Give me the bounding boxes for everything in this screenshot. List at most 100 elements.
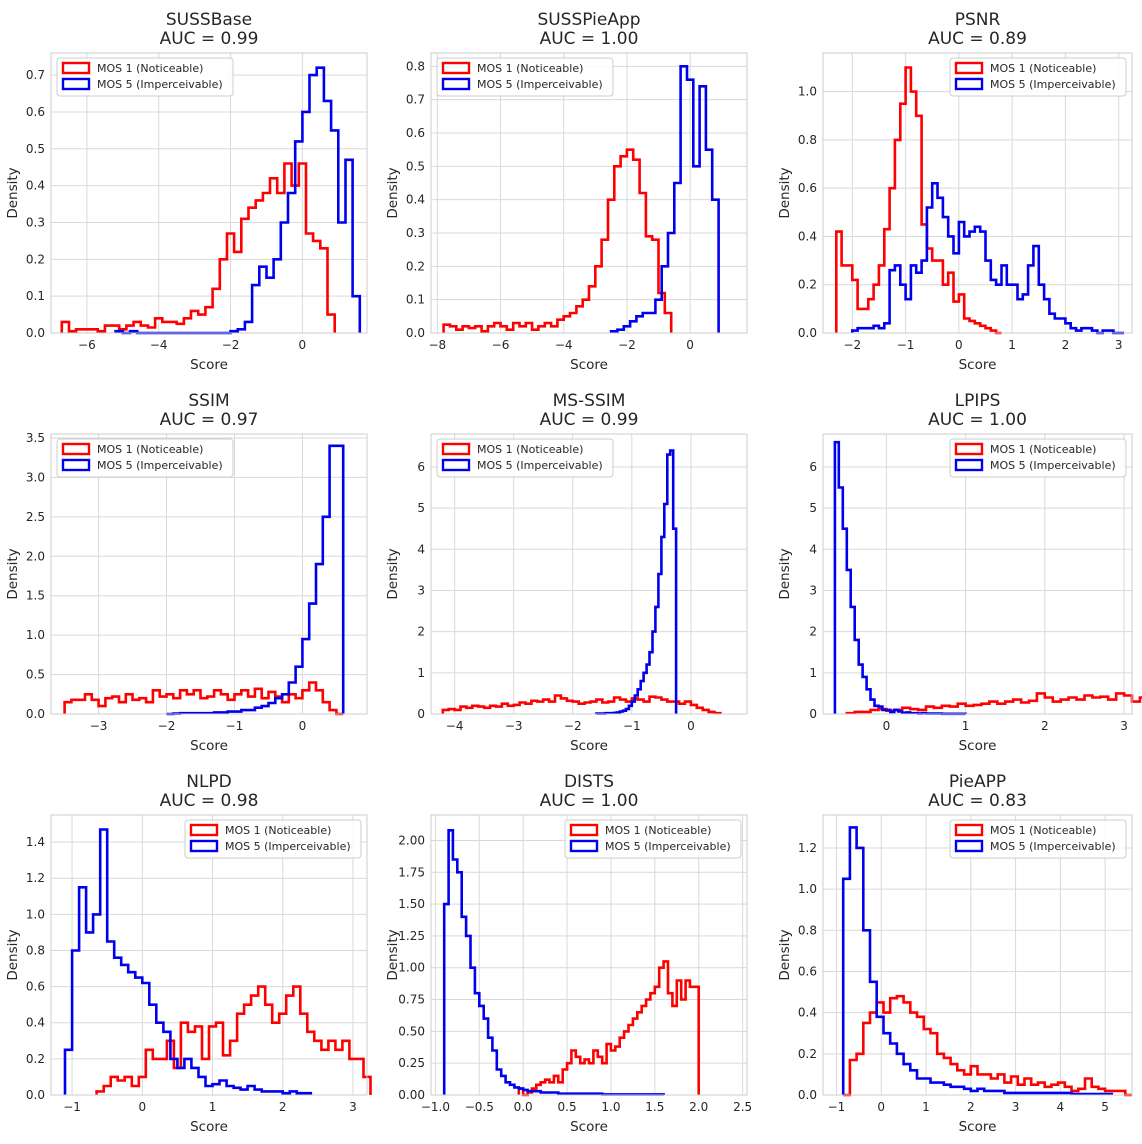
x-axis-label: Score	[959, 738, 997, 754]
y-tick-label: 0.0	[798, 1088, 817, 1102]
chart-panel-dists: −1.0 −0.5 0.0 0.5 1.0 1.5 2.0 2.5 0.00 0.25 0.50 0.…	[385, 772, 752, 1135]
legend-label-mos5: MOS 5 (Imperceivable)	[477, 459, 603, 472]
legend-label-mos5: MOS 5 (Imperceivable)	[990, 840, 1116, 853]
plot-area	[431, 434, 747, 714]
x-tick-label: 0	[299, 719, 307, 733]
y-tick-label: 1.25	[398, 929, 425, 943]
histogram-series-mos1	[845, 692, 1142, 715]
histogram-series-mos1	[442, 148, 673, 333]
legend-label-mos5: MOS 5 (Imperceivable)	[990, 459, 1116, 472]
chart-subtitle: AUC = 0.99	[160, 29, 259, 49]
x-tick-label: 3	[349, 1100, 357, 1114]
x-tick-label: −2	[843, 338, 861, 352]
legend-label-mos1: MOS 1 (Noticeable)	[97, 443, 203, 456]
chart-subtitle: AUC = 1.00	[540, 29, 639, 49]
legend-label-mos5: MOS 5 (Imperceivable)	[97, 78, 223, 91]
legend: MOS 1 (Noticeable) MOS 5 (Imperceivable)	[949, 819, 1127, 859]
x-tick-label: 5	[1101, 1100, 1109, 1114]
x-tick-label: 3	[1012, 1100, 1020, 1114]
y-axis-label: Density	[5, 548, 21, 599]
chart-subtitle: AUC = 0.99	[540, 410, 639, 430]
legend: MOS 1 (Noticeable) MOS 5 (Imperceivable)	[436, 57, 614, 97]
chart-title: DISTS	[564, 772, 614, 792]
y-tick-label: 0.2	[26, 252, 45, 266]
y-tick-label: 1.00	[398, 961, 425, 975]
x-tick-label: −2	[564, 719, 582, 733]
legend-box	[949, 57, 1127, 97]
legend-swatch-mos5	[441, 77, 471, 91]
x-tick-label: −1	[63, 1100, 81, 1114]
legend-box	[436, 438, 614, 478]
y-tick-label: 0.5	[406, 159, 425, 173]
y-tick-label: 0.25	[398, 1056, 425, 1070]
plot-area	[823, 815, 1132, 1095]
x-tick-label: 2.0	[689, 1100, 708, 1114]
y-tick-label: 0.7	[26, 68, 45, 82]
chart-title: PSNR	[955, 10, 1001, 30]
chart-title: PieAPP	[949, 772, 1006, 792]
x-tick-label: 1.0	[601, 1100, 620, 1114]
y-tick-label: 3.5	[26, 431, 45, 445]
x-axis-label: Score	[570, 1119, 608, 1135]
y-tick-label: 1.0	[798, 85, 817, 99]
plot-frame	[822, 433, 1133, 715]
y-tick-label: 0.4	[26, 1016, 45, 1030]
x-tick-label: 0	[883, 719, 891, 733]
y-tick-label: 0.8	[406, 59, 425, 73]
x-tick-label: −6	[78, 338, 96, 352]
y-axis-label: Density	[385, 167, 401, 218]
plot-area	[823, 434, 1132, 714]
y-axis-label: Density	[777, 167, 793, 218]
plot-frame	[430, 52, 748, 334]
x-tick-label: −1	[623, 719, 641, 733]
legend-swatch-mos5	[569, 839, 599, 853]
histogram-series-mos5	[166, 444, 345, 716]
legend-swatch-mos1	[441, 442, 471, 456]
plot-frame	[50, 52, 368, 334]
chart-title: SUSSPieApp	[537, 10, 640, 30]
y-tick-label: 1	[417, 666, 425, 680]
chart-title: SSIM	[188, 391, 229, 411]
legend-label-mos1: MOS 1 (Noticeable)	[225, 824, 331, 837]
legend: MOS 1 (Noticeable) MOS 5 (Imperceivable)	[564, 819, 742, 859]
legend-label-mos1: MOS 1 (Noticeable)	[990, 62, 1096, 75]
y-tick-label: 6	[417, 460, 425, 474]
y-tick-label: 0.0	[26, 707, 45, 721]
plot-area	[51, 53, 367, 333]
y-tick-label: 2.00	[398, 833, 425, 847]
y-tick-label: 6	[809, 460, 817, 474]
y-tick-label: 1.0	[26, 628, 45, 642]
legend-label-mos1: MOS 1 (Noticeable)	[605, 824, 711, 837]
x-tick-label: 0	[686, 338, 694, 352]
x-tick-label: −0.5	[465, 1100, 494, 1114]
legend-box	[184, 819, 362, 859]
chart-panel-sussbase: −6 −4 −2 0 0.0 0.1 0.2 0.3 0.4 0.5 0.6 0.7 SUSSBaseA…	[5, 10, 368, 373]
y-tick-label: 0.6	[26, 980, 45, 994]
x-axis-label: Score	[190, 738, 228, 754]
histogram-series-mos5	[595, 449, 678, 715]
x-tick-label: 0	[877, 1100, 885, 1114]
chart-title: SUSSBase	[166, 10, 252, 30]
y-tick-label: 0.8	[26, 943, 45, 957]
x-tick-label: 2	[279, 1100, 287, 1114]
x-axis-label: Score	[570, 357, 608, 373]
x-axis-label: Score	[190, 357, 228, 373]
y-tick-label: 0	[809, 707, 817, 721]
y-tick-label: 1.0	[26, 907, 45, 921]
plot-frame	[50, 814, 368, 1096]
y-tick-label: 0.2	[26, 1052, 45, 1066]
legend: MOS 1 (Noticeable) MOS 5 (Imperceivable)	[949, 438, 1127, 478]
y-tick-label: 0.4	[798, 1006, 817, 1020]
x-tick-label: 3	[1120, 719, 1128, 733]
histogram-series-mos1	[60, 162, 336, 333]
y-tick-label: 0.2	[798, 1047, 817, 1061]
legend-label-mos1: MOS 1 (Noticeable)	[97, 62, 203, 75]
chart-subtitle: AUC = 0.89	[928, 29, 1027, 49]
x-axis-label: Score	[570, 738, 608, 754]
histogram-series-mos1	[95, 985, 372, 1095]
x-tick-label: 2.5	[733, 1100, 752, 1114]
